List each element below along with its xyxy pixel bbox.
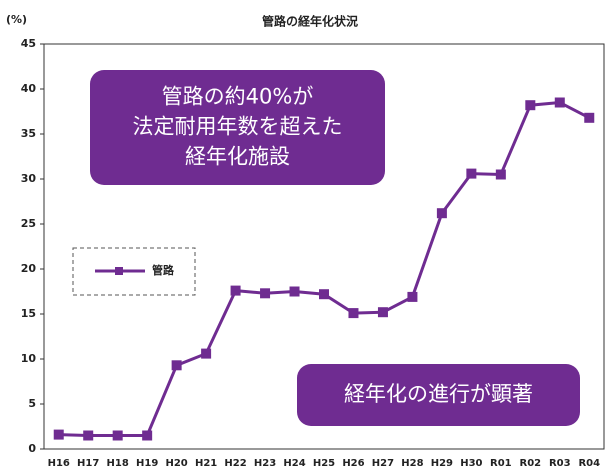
point-marker — [171, 360, 182, 371]
annotation-text: 経年化の進行が顕著 — [344, 382, 533, 406]
x-tick-label: H23 — [254, 458, 276, 469]
x-tick-label: H18 — [107, 458, 129, 469]
y-tick-label: 40 — [21, 82, 37, 95]
x-tick-label: H19 — [136, 458, 158, 469]
point-marker — [83, 430, 94, 441]
point-marker — [348, 308, 359, 319]
y-tick-label: 35 — [21, 127, 36, 140]
point-marker — [377, 307, 388, 318]
x-tick-label: H17 — [77, 458, 99, 469]
y-tick-label: 45 — [21, 37, 36, 50]
point-marker — [260, 288, 271, 299]
y-tick-label: 0 — [28, 442, 36, 455]
legend-label: 管路 — [152, 263, 175, 277]
y-tick-label: 5 — [28, 397, 36, 410]
point-marker — [466, 168, 477, 179]
annotation-box — [297, 364, 580, 426]
x-tick-label: H29 — [431, 458, 453, 469]
legend-marker — [115, 267, 123, 275]
point-marker — [554, 97, 565, 108]
chart-title: 管路の経年化状況 — [262, 14, 358, 29]
point-marker — [436, 208, 447, 219]
point-marker — [407, 291, 418, 302]
annotation-text: 法定耐用年数を超えた — [133, 115, 343, 139]
annotation-box — [90, 70, 385, 185]
y-tick-label: 10 — [21, 352, 37, 365]
point-marker — [319, 289, 329, 300]
annotation-text: 経年化施設 — [185, 145, 290, 169]
point-marker — [495, 169, 506, 180]
x-tick-label: H30 — [460, 458, 482, 469]
x-tick-label: H24 — [283, 458, 305, 469]
x-tick-label: H26 — [342, 458, 364, 469]
x-tick-label: H22 — [224, 458, 246, 469]
x-tick-label: R01 — [490, 458, 512, 469]
point-marker — [230, 285, 241, 296]
point-marker — [53, 429, 64, 440]
x-tick-label: H16 — [48, 458, 70, 469]
y-tick-label: 25 — [21, 217, 36, 230]
x-tick-label: H20 — [165, 458, 187, 469]
x-tick-label: R03 — [549, 458, 571, 469]
annotation-text: 管路の約40%が — [162, 85, 314, 109]
plot-frame — [43, 43, 605, 450]
y-tick-label: 20 — [21, 262, 37, 275]
point-marker — [525, 100, 536, 111]
y-axis-label: (%) — [6, 13, 27, 26]
x-tick-label: R02 — [520, 458, 542, 469]
point-marker — [289, 286, 300, 297]
point-marker — [142, 430, 153, 441]
x-tick-label: H25 — [313, 458, 335, 469]
x-tick-label: H27 — [372, 458, 394, 469]
point-marker — [112, 430, 123, 441]
x-tick-label: H21 — [195, 458, 217, 469]
x-tick-label: H28 — [401, 458, 423, 469]
point-marker — [584, 112, 595, 123]
point-marker — [201, 348, 212, 359]
y-tick-label: 30 — [21, 172, 37, 185]
y-tick-label: 15 — [21, 307, 36, 320]
x-tick-label: R04 — [578, 458, 600, 469]
